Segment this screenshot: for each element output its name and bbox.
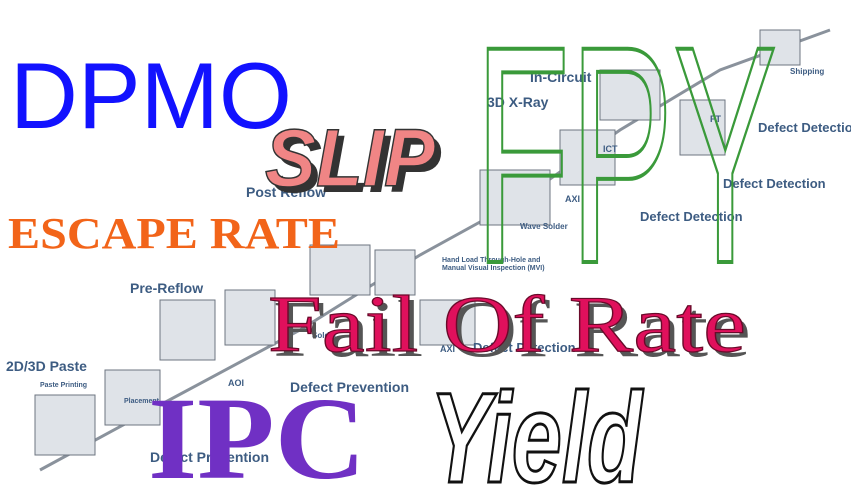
- word-fpy: FPY: [475, 0, 777, 328]
- label: Pre-Reflow: [130, 280, 203, 296]
- word-ipc: IPC: [148, 373, 366, 488]
- label: Paste Printing: [40, 382, 87, 389]
- word-dpmo: DPMO: [10, 43, 292, 148]
- word-fail-of-rate: Fail Of Rate: [268, 281, 746, 369]
- word-slip: SLIP: [265, 113, 435, 204]
- word-yield: Yield: [430, 367, 644, 488]
- label: 2D/3D Paste: [6, 358, 87, 374]
- word-escape-rate: ESCAPE RATE: [8, 209, 340, 258]
- screenshot: In-Circuit 3D X-Ray Shipping Defect Dete…: [0, 0, 851, 488]
- label: Shipping: [790, 67, 824, 76]
